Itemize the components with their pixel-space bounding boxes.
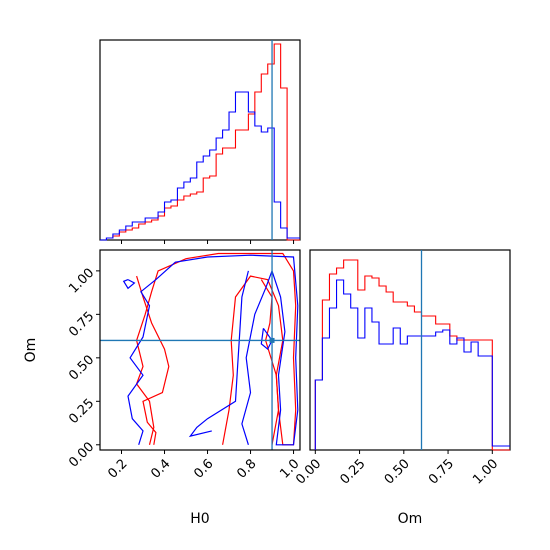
h0-histogram-series-blue <box>100 91 300 241</box>
contour-truth-marker <box>269 337 275 343</box>
om-y-axis-label: Om <box>23 338 39 363</box>
contour-xtick-label-3: 0.8 <box>234 456 259 481</box>
om-hist-xtick-label-1: 0.25 <box>338 456 369 487</box>
om-histogram-panel: 0.00 0.25 0.50 0.75 1.00 <box>293 249 511 488</box>
axis-labels: H0 Om Om <box>23 338 422 527</box>
contour-ytick-label-2: 0.50 <box>66 353 97 384</box>
contour-xtick-label-2: 0.6 <box>191 456 216 481</box>
contour-blue-inner-4 <box>188 270 249 438</box>
om-hist-xtick-label-4: 1.00 <box>470 456 501 487</box>
om-hist-xtick-label-2: 0.50 <box>382 456 413 487</box>
contour-blue-inner-5 <box>122 279 136 290</box>
contour-blue-outer-3 <box>127 254 299 446</box>
om-histogram-frame <box>309 249 511 451</box>
om-histogram-series-blue <box>314 279 510 450</box>
contour-red-inner-2 <box>260 279 280 445</box>
h0-histogram-series-red <box>100 43 300 241</box>
h0-histogram-frame <box>99 39 301 241</box>
om-hist-xtick-label-3: 0.75 <box>426 456 457 487</box>
contour-ytick-label-4: 1.00 <box>66 266 97 297</box>
contour-ytick-label-1: 0.25 <box>66 396 97 427</box>
contour-red-inner-1 <box>136 275 170 445</box>
om-hist-xtick-label-0: 0.00 <box>293 456 324 487</box>
om-axis-label: Om <box>398 511 423 527</box>
contour-ytick-label-3: 0.75 <box>66 309 97 340</box>
contour-blue-inner-6 <box>260 327 273 351</box>
h0-axis-label: H0 <box>190 511 209 527</box>
h0-histogram-panel <box>99 39 301 244</box>
contour-xtick-label-1: 0.4 <box>148 456 173 481</box>
contour-ytick-label-0: 0.00 <box>66 439 97 470</box>
h0-om-contour-panel: 0.2 0.4 0.6 0.8 1.00.000.250.500.751.00 <box>66 249 303 482</box>
om-histogram-series-red <box>314 259 510 451</box>
h0-om-contour-frame <box>99 249 301 451</box>
contour-xtick-label-0: 0.2 <box>105 456 130 481</box>
